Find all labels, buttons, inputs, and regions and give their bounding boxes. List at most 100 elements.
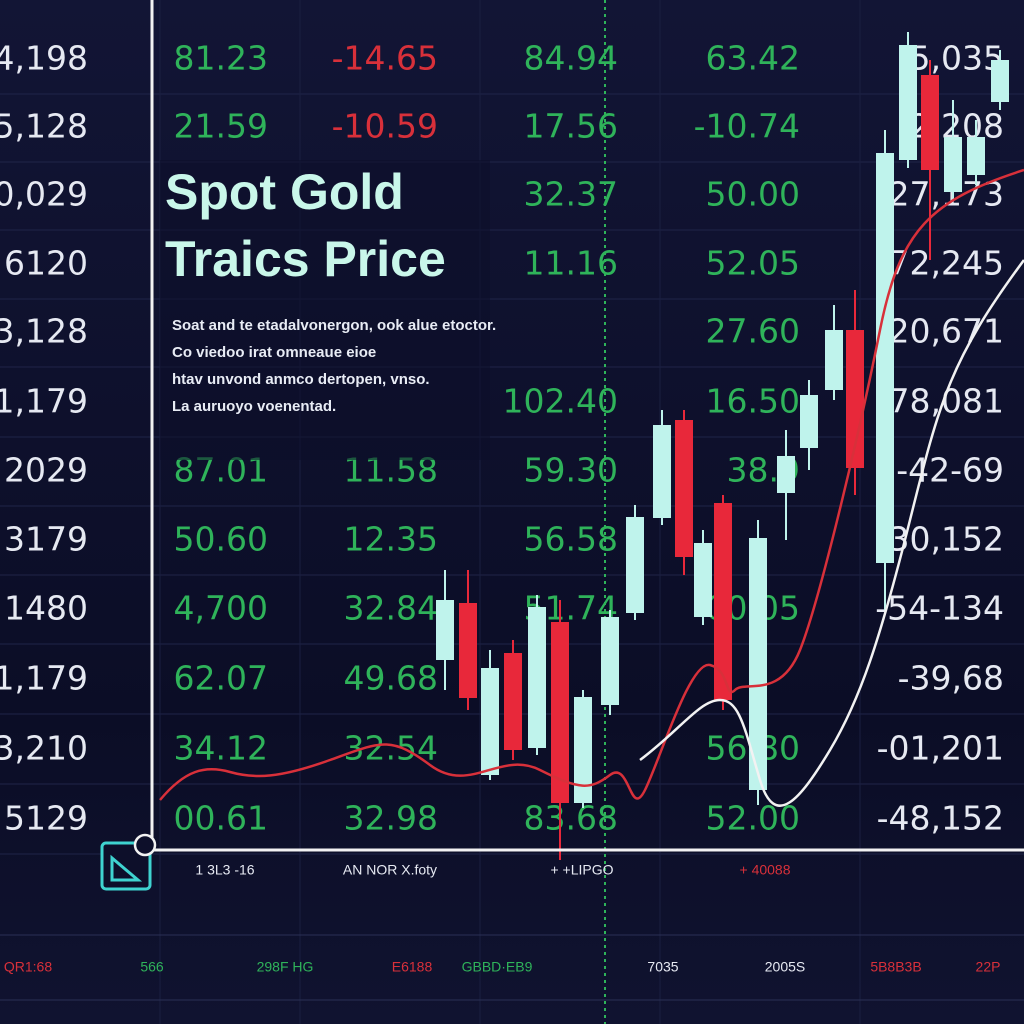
description-line: htav unvond anmco dertopen, vnso.	[172, 371, 430, 388]
candle-body	[777, 456, 795, 493]
grid-number: -10.74	[694, 107, 800, 146]
tool-icon[interactable]	[100, 833, 157, 891]
axis-label: + +LIPGO	[550, 862, 613, 878]
grid-number: 11.16	[524, 244, 618, 283]
candles	[436, 32, 1009, 860]
grid-number: 62.07	[174, 659, 268, 698]
grid-number: 32.37	[524, 175, 618, 214]
grid-number: 32.98	[344, 799, 438, 838]
grid-number: 1,179	[0, 382, 88, 421]
grid-number: 6120	[4, 244, 88, 283]
candle-body	[876, 153, 894, 563]
candle-body	[825, 330, 843, 390]
grid-number: 52.05	[706, 244, 800, 283]
grid-number: -54-134	[875, 589, 1004, 628]
axis-labels: 1 3L3 -16 AN NOR X.foty + +LIPGO + 40088 QR1…	[4, 862, 1001, 975]
candle-body	[675, 420, 693, 557]
grid-number: 3,128	[0, 312, 88, 351]
title-line: Traics Price	[165, 231, 446, 287]
tool-icon-frame[interactable]	[100, 841, 152, 891]
grid-number: 3179	[4, 520, 88, 559]
candle-body	[899, 45, 917, 160]
title-backdrop	[160, 160, 490, 460]
grid-number: -10.59	[332, 107, 438, 146]
candle-body	[846, 330, 864, 468]
grid-number: 32.54	[344, 729, 438, 768]
candle-body	[991, 60, 1009, 102]
grid-number: 32.84	[344, 589, 438, 628]
grid-number: 81.23	[174, 39, 268, 78]
title-line: Spot Gold	[165, 164, 404, 220]
footer-label: 22P	[976, 959, 1001, 975]
grid-number: 34.12	[174, 729, 268, 768]
grid-number: -01,201	[877, 729, 1004, 768]
grid-number: 102.40	[503, 382, 618, 421]
grid-number: 50.00	[706, 175, 800, 214]
footer-label: 566	[140, 959, 164, 975]
description-line: Co viedoo irat omneaue eioe	[172, 344, 376, 361]
candle-body	[626, 517, 644, 613]
candle-body	[436, 600, 454, 660]
candle-body	[967, 137, 985, 175]
footer-label: 5B8B3B	[870, 959, 921, 975]
grid-number: 84.94	[524, 39, 618, 78]
grid-number: 12.35	[344, 520, 438, 559]
grid-number: 5129	[4, 799, 88, 838]
candle-body	[459, 603, 477, 698]
grid-number: 4,700	[174, 589, 268, 628]
grid-number: 16.50	[706, 382, 800, 421]
grid-number: 49.68	[344, 659, 438, 698]
number-grid: 4,198 5,128 0,029 6120 3,128 1,179 2029 3179 148…	[0, 39, 1004, 838]
axis-label: 1 3L3 -16	[195, 862, 254, 878]
candle-body	[944, 137, 962, 192]
grid-number: 63.42	[706, 39, 800, 78]
grid-number: 00.61	[174, 799, 268, 838]
grid-number: 50.60	[174, 520, 268, 559]
grid-number: 4,198	[0, 39, 88, 78]
footer-label: 2005S	[765, 959, 805, 975]
grid-number: 27.60	[706, 312, 800, 351]
candle-body	[601, 617, 619, 705]
tool-icon-glyph[interactable]	[110, 854, 143, 882]
grid-number: 56.58	[524, 520, 618, 559]
grid-number: -14.65	[332, 39, 438, 78]
footer-label: QR1:68	[4, 959, 52, 975]
description-line: La auruoyo voenentad.	[172, 398, 336, 415]
grid-number: 72,245	[889, 244, 1004, 283]
grid-number: 17.56	[524, 107, 618, 146]
description-line: Soat and te etadalvonergon, ook alue eto…	[172, 317, 496, 334]
moving-average-red	[159, 168, 1024, 801]
candle-body	[694, 543, 712, 617]
candle-body	[551, 622, 569, 803]
grid-number: 78,081	[889, 382, 1004, 421]
grid-number: 2029	[4, 451, 88, 490]
footer-label: GBBD·EB9	[462, 959, 533, 975]
candle-body	[921, 75, 939, 170]
grid-number: 1,179	[0, 659, 88, 698]
footer-label: 7035	[647, 959, 678, 975]
grid-number: 5,128	[0, 107, 88, 146]
grid-number: 0,029	[0, 175, 88, 214]
moving-average-white	[639, 259, 1024, 807]
axis-label: AN NOR X.foty	[343, 862, 437, 878]
grid-number: 59.30	[524, 451, 618, 490]
grid-number: -48,152	[877, 799, 1004, 838]
axis-label: + 40088	[740, 862, 791, 878]
candle-body	[653, 425, 671, 518]
candle-body	[504, 653, 522, 750]
tool-icon-badge[interactable]	[133, 833, 157, 857]
candle-body	[481, 668, 499, 775]
candle-body	[800, 395, 818, 448]
candle-body	[714, 503, 732, 700]
candle-body	[528, 607, 546, 748]
grid-number: 20,671	[889, 312, 1004, 351]
grid-number: 21.59	[174, 107, 268, 146]
grid-number: 1480	[4, 589, 88, 628]
grid-number: 83.68	[524, 799, 618, 838]
footer-label: E6188	[392, 959, 433, 975]
grid-number: 3,210	[0, 729, 88, 768]
grid-number: -39,68	[898, 659, 1004, 698]
